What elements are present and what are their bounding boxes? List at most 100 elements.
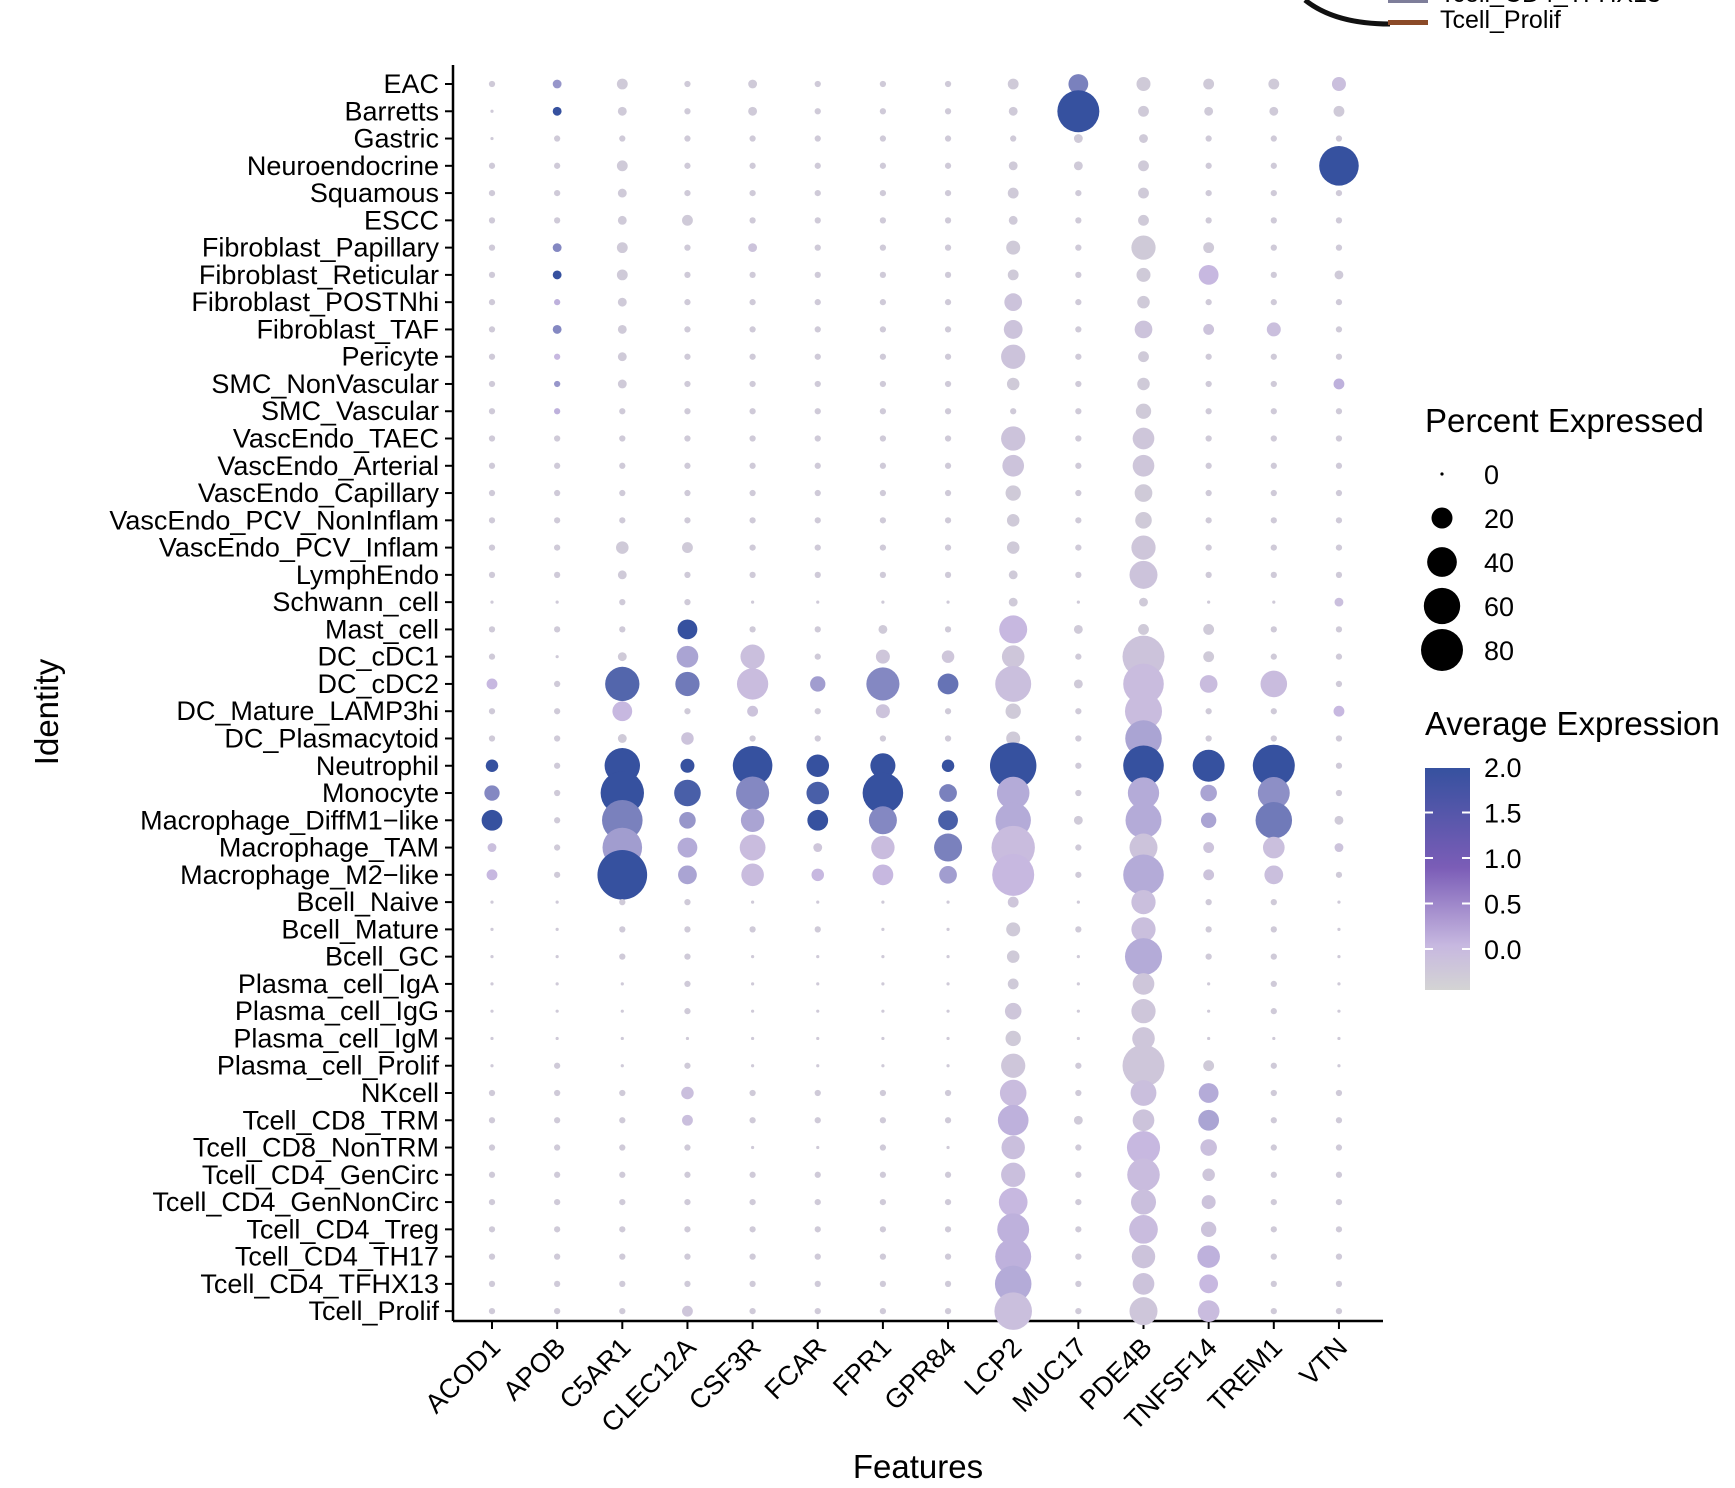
partial-legend-swatch-tfhx13 (1388, 0, 1428, 3)
dot (879, 1144, 887, 1151)
dot (684, 1171, 691, 1178)
y-tick-label: DC_Mature_LAMP3hi (176, 696, 439, 726)
dot (554, 735, 561, 742)
dot (1207, 1009, 1211, 1013)
dot (1132, 973, 1155, 995)
dot (879, 571, 887, 578)
dot (1075, 1144, 1082, 1151)
color-legend-title: Average Expression (1425, 705, 1720, 742)
dot (1270, 462, 1277, 469)
dot (616, 78, 628, 90)
y-tick-label: NKcell (361, 1078, 439, 1108)
dot (617, 297, 627, 307)
dot (946, 982, 950, 986)
dot (490, 927, 494, 931)
dot (875, 704, 890, 719)
dot (814, 626, 821, 633)
dot (488, 1171, 496, 1178)
dot (749, 1089, 756, 1097)
dot (1270, 1171, 1277, 1178)
dot (597, 849, 648, 900)
dot (1075, 871, 1082, 878)
dot (619, 926, 626, 933)
dot (997, 1213, 1030, 1246)
dot (488, 735, 496, 742)
y-tick-label: VascEndo_TAEC (233, 424, 439, 454)
dot (616, 160, 628, 172)
dot (684, 380, 691, 388)
dot (1270, 980, 1277, 988)
dot (814, 1308, 821, 1315)
dot (554, 1089, 561, 1097)
dot (1138, 214, 1149, 226)
dot (684, 271, 691, 279)
dot (1124, 692, 1163, 730)
dot (741, 863, 764, 887)
dot (1205, 898, 1212, 906)
dot (1003, 320, 1023, 339)
dot (684, 135, 691, 142)
dot (1335, 1198, 1343, 1206)
dot (1205, 735, 1212, 742)
color-legend-bar (1425, 768, 1470, 990)
dot (732, 745, 773, 786)
size-legend-dot (1423, 587, 1461, 625)
dot (488, 1226, 496, 1233)
dot (1270, 408, 1277, 415)
dot (939, 865, 957, 884)
dot (617, 570, 627, 580)
dot (488, 326, 496, 333)
dot (749, 1226, 756, 1233)
dot (881, 955, 885, 959)
dot (486, 678, 498, 690)
dot (1270, 626, 1277, 633)
dot (684, 1198, 691, 1206)
dot (1076, 900, 1080, 904)
dot (490, 1009, 494, 1013)
dot (1075, 653, 1082, 660)
dot (1270, 1308, 1277, 1315)
dot (1335, 189, 1343, 197)
dot (879, 462, 887, 469)
dot (814, 271, 821, 279)
dot (1337, 1036, 1341, 1041)
dot (555, 655, 559, 659)
dot (1075, 1171, 1082, 1178)
dot (1126, 1130, 1161, 1165)
dot (1131, 535, 1156, 560)
dot (1139, 134, 1148, 143)
dot (1334, 843, 1344, 852)
dot (872, 864, 894, 886)
dot (1132, 1273, 1155, 1295)
dot (1198, 1109, 1220, 1131)
dot (554, 380, 561, 388)
dot (1335, 1089, 1343, 1097)
dot (814, 735, 821, 742)
dot (684, 435, 691, 442)
dot (881, 982, 885, 986)
dot (749, 1198, 756, 1206)
dot (490, 955, 494, 959)
dot (684, 571, 691, 578)
dot (554, 1171, 561, 1178)
dot (1335, 217, 1343, 224)
dot (1333, 378, 1345, 390)
dot (879, 299, 887, 306)
dot (488, 1308, 496, 1315)
dot (1131, 999, 1156, 1024)
dot (1075, 789, 1082, 797)
y-tick-label: LymphEndo (296, 560, 439, 590)
dot (555, 982, 559, 986)
dot (1205, 408, 1212, 415)
y-tick-label: Tcell_CD8_NonTRM (193, 1133, 439, 1163)
color-legend-label: 1.0 (1484, 844, 1522, 874)
dot (1138, 187, 1149, 199)
size-legend-dot (1440, 472, 1444, 476)
dot (1205, 953, 1212, 960)
dot (946, 955, 950, 959)
dot (1007, 187, 1019, 199)
dot (554, 1062, 561, 1069)
dot (1138, 623, 1149, 635)
dot (1333, 705, 1345, 717)
dot (814, 380, 821, 388)
